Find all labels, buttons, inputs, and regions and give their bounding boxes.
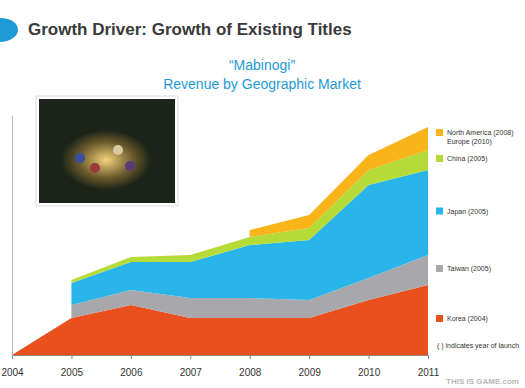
- screenshot: [36, 96, 178, 206]
- screenshot-fire: [61, 130, 151, 190]
- x-tick: 2007: [180, 355, 203, 378]
- legend-swatch: [436, 265, 443, 272]
- x-tick-mark: [12, 355, 13, 359]
- x-tick-label: 2011: [418, 367, 440, 378]
- x-tick: 2010: [358, 355, 381, 378]
- x-tick-label: 2010: [358, 367, 381, 378]
- x-tick: 2006: [120, 355, 143, 378]
- legend-label: Korea (2004): [447, 315, 488, 323]
- legend-item: North America (2008)Europe (2010): [436, 129, 514, 146]
- screenshot-figure: [125, 161, 135, 171]
- area-4: [250, 127, 428, 237]
- legend-item: Japan (2005): [436, 208, 488, 216]
- legend-item: Korea (2004): [436, 315, 488, 323]
- x-tick-label: 2006: [120, 367, 143, 378]
- x-axis-line: [13, 355, 429, 356]
- x-tick: 2008: [239, 355, 262, 378]
- screenshot-frame: [36, 96, 178, 206]
- legend-swatch: [436, 155, 443, 162]
- x-tick-label: 2009: [299, 367, 322, 378]
- screenshot-bg: [39, 99, 175, 203]
- x-tick-mark: [71, 355, 72, 359]
- screenshot-figure: [113, 145, 123, 155]
- header-title: Growth Driver: Growth of Existing Titles: [28, 20, 352, 39]
- chart-title: “Mabinogi”: [229, 57, 295, 73]
- x-tick-mark: [131, 355, 132, 359]
- legend-swatch: [436, 129, 443, 136]
- legend-label: China (2005): [447, 155, 487, 163]
- x-tick: 2004: [1, 355, 24, 378]
- watermark: THIS IS GAME.com: [446, 377, 519, 386]
- x-tick-label: 2004: [1, 367, 24, 378]
- footnote: ( ) indicates year of launch: [437, 342, 519, 350]
- header-icon: [0, 18, 18, 42]
- x-tick-mark: [369, 355, 370, 359]
- x-tick: 2009: [299, 355, 322, 378]
- screenshot-figure: [90, 163, 100, 173]
- x-tick-label: 2007: [180, 367, 203, 378]
- x-tick-mark: [250, 355, 251, 359]
- x-tick-label: 2005: [61, 367, 84, 378]
- chart-subtitle: Revenue by Geographic Market: [163, 76, 361, 92]
- x-tick-label: 2008: [239, 367, 262, 378]
- x-tick-mark: [190, 355, 191, 359]
- legend-label: Japan (2005): [447, 208, 488, 216]
- x-tick-mark: [428, 355, 429, 359]
- x-axis: 2004 2005 2006 2007 2008 2009 2010 2011: [1, 355, 439, 378]
- screenshot-figure: [75, 153, 85, 163]
- legend-swatch: [436, 315, 443, 322]
- plot-area: [12, 127, 428, 355]
- x-tick: 2005: [61, 355, 84, 378]
- legend-label: Taiwan (2005): [447, 265, 491, 273]
- legend-swatch: [436, 208, 443, 215]
- chart: Growth Driver: Growth of Existing Titles…: [0, 0, 525, 388]
- y-axis-line: [12, 116, 13, 356]
- x-tick-mark: [309, 355, 310, 359]
- x-tick: 2011: [418, 355, 440, 378]
- legend-item: China (2005): [436, 155, 487, 163]
- legend: Korea (2004) Taiwan (2005) Japan (2005) Chi…: [436, 129, 514, 323]
- legend-label: North America (2008)Europe (2010): [447, 129, 514, 146]
- area-3: [71, 150, 428, 283]
- y-axis: [12, 116, 13, 356]
- legend-item: Taiwan (2005): [436, 265, 491, 273]
